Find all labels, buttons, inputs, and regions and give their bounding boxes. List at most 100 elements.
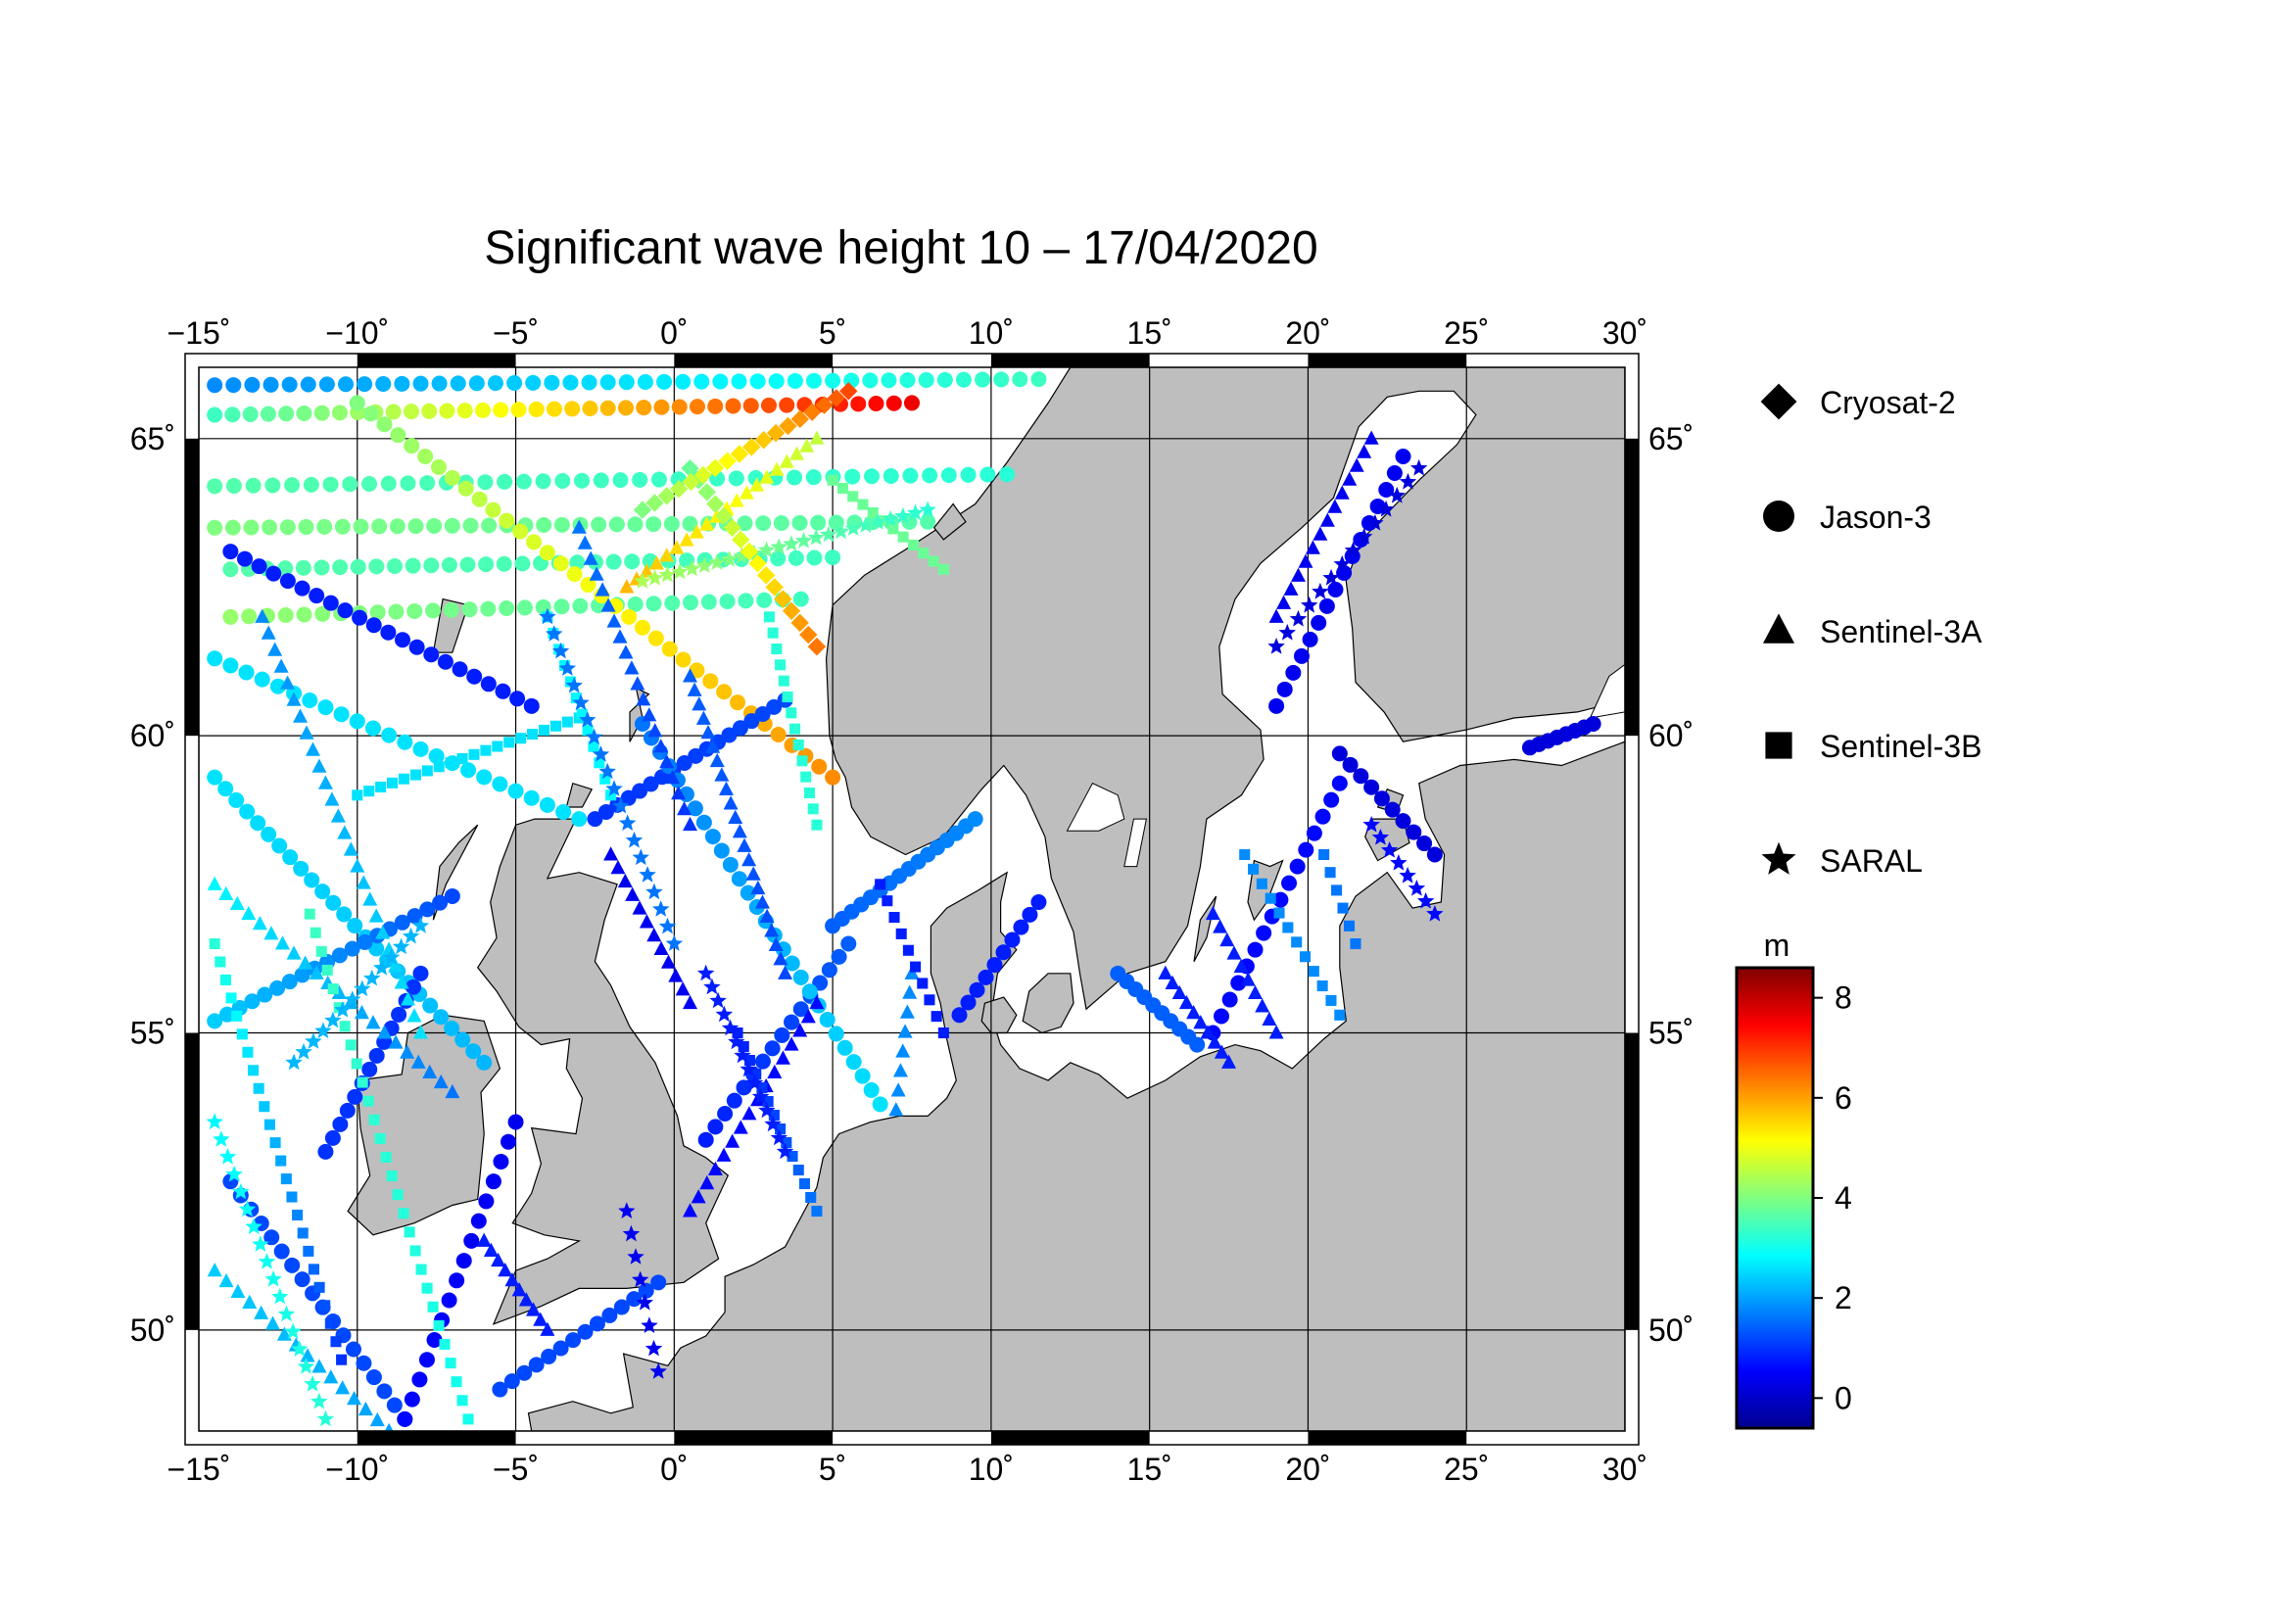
measurement-point [406,1008,422,1023]
measurement-point [339,1021,351,1032]
measurement-point [695,710,711,725]
measurement-point [875,879,886,890]
measurement-point [313,405,330,421]
measurement-point [480,744,492,756]
track-sentinel-3b [875,879,949,1039]
measurement-point [665,770,681,785]
measurement-point [766,698,783,715]
measurement-point [741,1106,757,1121]
measurement-point [279,573,296,590]
measurement-point [781,1136,792,1149]
measurement-point [689,399,705,415]
measurement-point [922,467,938,484]
measurement-point [663,515,680,532]
measurement-point [385,404,402,420]
measurement-point [759,908,775,924]
lon-tick-label-bottom: 5˚ [819,1452,846,1487]
measurement-point [311,1359,327,1373]
measurement-point [553,516,570,533]
lon-tick-label-bottom: −15˚ [167,1452,231,1487]
measurement-point [264,477,281,494]
track-jason-3 [222,544,540,714]
measurement-point [683,668,698,683]
measurement-point [1416,836,1433,852]
measurement-point [263,376,279,393]
measurement-point [477,474,494,491]
measurement-point [760,397,777,413]
measurement-point [652,900,670,917]
measurement-point [695,556,713,573]
measurement-point [264,1269,282,1287]
measurement-point [444,887,460,904]
measurement-point [1205,905,1220,921]
track-saral [539,607,684,951]
measurement-point [398,1208,409,1219]
measurement-point [745,1074,764,1091]
measurement-point [1247,941,1264,958]
measurement-point [533,1312,549,1326]
measurement-point [303,476,319,493]
measurement-point [353,518,369,535]
measurement-point [632,783,648,799]
measurement-point [324,791,340,806]
measurement-point [527,729,539,740]
measurement-point [501,1133,517,1150]
track-sentinel-3a [255,608,428,1039]
track-saral [1267,458,1428,654]
measurement-point [1221,991,1238,1008]
measurement-point [465,1043,482,1060]
measurement-point [612,629,628,644]
measurement-point [792,1164,804,1176]
measurement-point [439,403,455,419]
measurement-point [764,923,780,937]
measurement-point [296,405,312,421]
measurement-point [639,866,656,883]
measurement-point [296,606,312,623]
measurement-point [714,506,734,525]
measurement-point [888,1102,904,1117]
measurement-point [1273,907,1285,919]
measurement-point [526,1302,542,1316]
measurement-point [881,372,897,389]
measurement-point [230,1283,246,1299]
measurement-point [632,900,647,915]
measurement-point [461,601,478,618]
measurement-point [480,600,497,617]
measurement-point [433,761,445,773]
lat-tick-label-left: 55˚ [130,1016,175,1051]
measurement-point [754,1053,771,1070]
measurement-point [499,512,515,529]
measurement-point [321,964,333,976]
measurement-point [665,934,684,951]
measurement-point [476,769,493,786]
measurement-point [506,374,523,391]
measurement-point [380,1151,392,1163]
measurement-point [236,550,253,567]
measurement-point [332,1116,349,1132]
measurement-point [297,1358,315,1374]
track-saral [1362,816,1444,922]
measurement-point [207,377,223,394]
measurement-point [1362,816,1380,833]
measurement-point [1221,1054,1237,1069]
measurement-point [707,398,724,414]
measurement-point [755,515,772,532]
measurement-point [805,372,822,389]
measurement-point [713,842,730,859]
measurement-point [784,955,800,972]
measurement-point [485,502,501,518]
measurement-point [792,969,809,985]
measurement-point [1409,458,1428,476]
measurement-point [634,619,650,636]
measurement-point [382,948,401,965]
measurement-point [659,548,675,562]
measurement-point [887,523,899,535]
measurement-point [750,1068,762,1080]
measurement-point [206,1113,223,1129]
measurement-point [1416,892,1435,909]
measurement-point [497,473,513,490]
measurement-point [1214,1044,1229,1059]
measurement-point [363,786,375,797]
measurement-point [564,401,581,417]
measurement-point [561,716,573,728]
